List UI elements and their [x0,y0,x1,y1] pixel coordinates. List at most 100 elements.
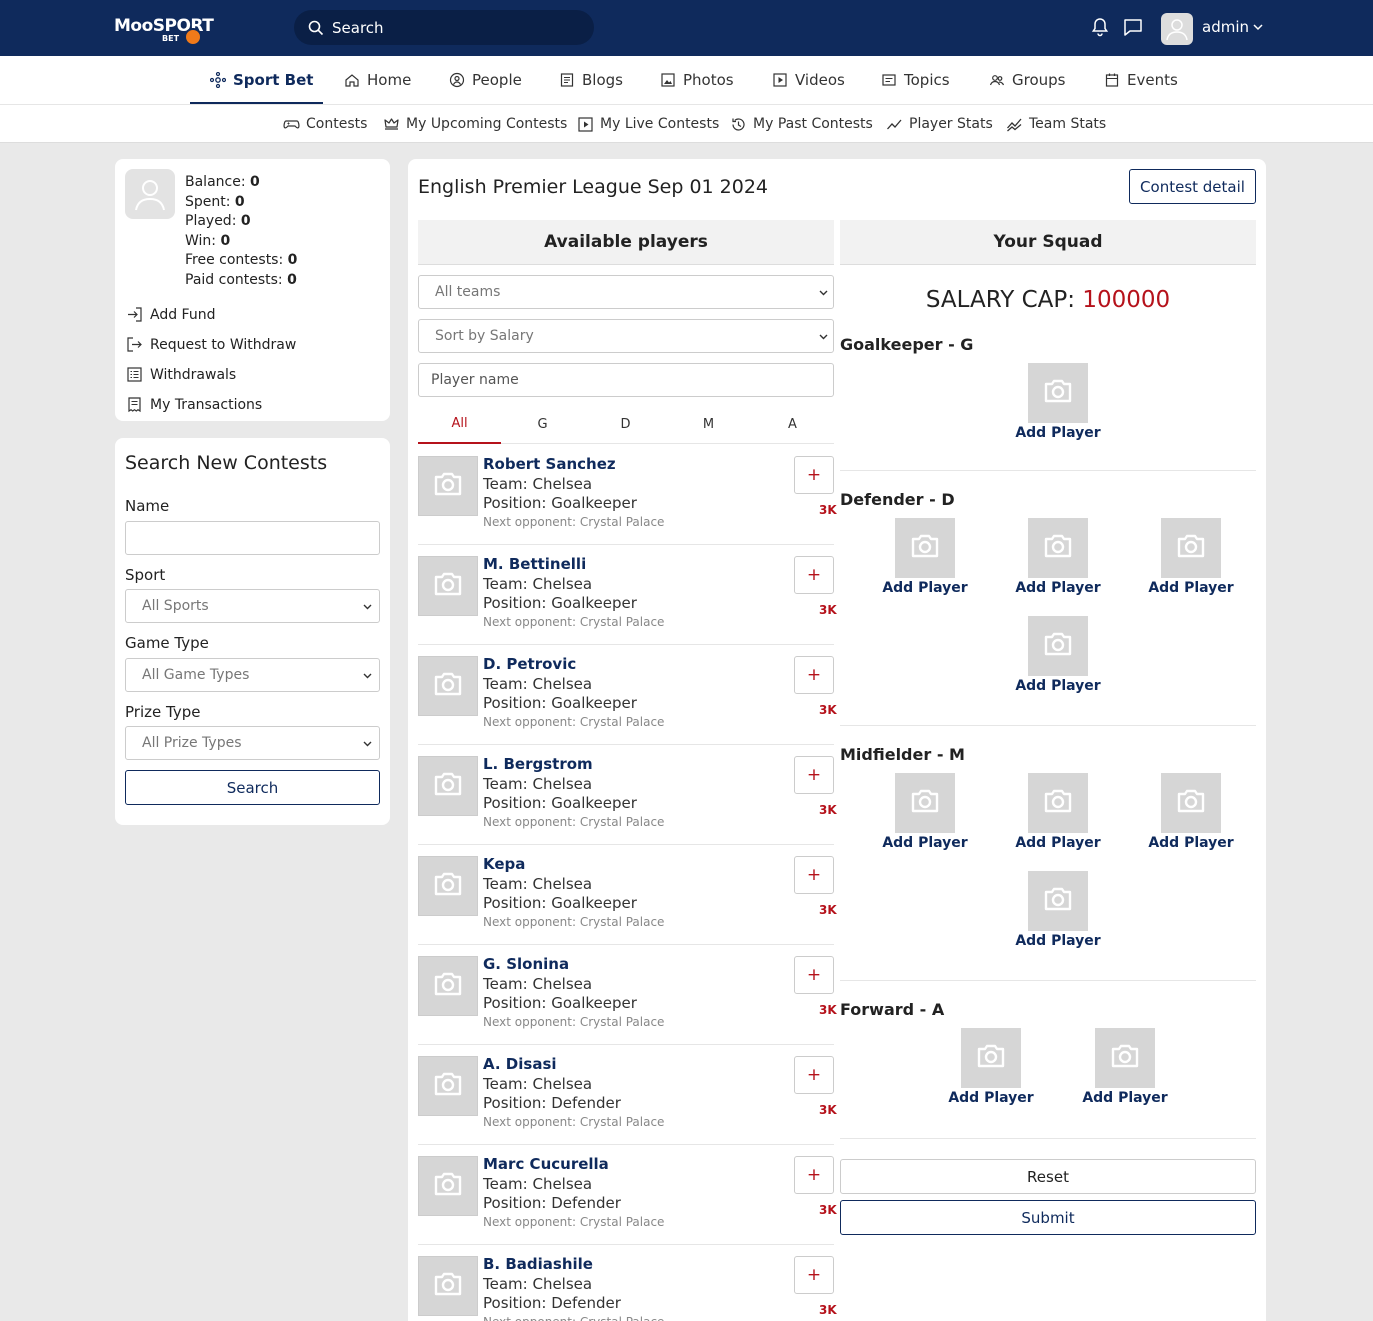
tab-all[interactable]: All [418,404,501,444]
search-button[interactable]: Search [125,770,380,805]
add-player-label[interactable]: Add Player [1148,835,1234,851]
slot-photo [1028,871,1088,931]
add-player-button[interactable]: + [794,856,834,894]
subnav-item-past-contests[interactable]: My Past Contests [730,105,873,143]
add-player-label[interactable]: Add Player [882,835,968,851]
global-search[interactable] [294,10,594,45]
bell-icon[interactable] [1089,16,1111,38]
game-type-select[interactable]: All Game Types [125,658,380,692]
squad-slot[interactable]: Add Player [1013,871,1103,951]
contest-name-field[interactable] [125,521,380,555]
add-player-button[interactable]: + [794,1256,834,1294]
add-player-button[interactable]: + [794,1156,834,1194]
subnav-item-contests[interactable]: Contests [283,105,367,143]
squad-slot[interactable]: Add Player [1013,773,1103,853]
subnav-item-live-contests[interactable]: My Live Contests [577,105,719,143]
squad-slot[interactable]: Add Player [1013,518,1103,598]
camera-icon [975,1042,1007,1074]
player-name[interactable]: M. Bettinelli [483,555,587,573]
squad-slot[interactable]: Add Player [1146,773,1236,853]
add-player-button[interactable]: + [794,556,834,594]
contest-detail-button[interactable]: Contest detail [1129,169,1256,204]
add-player-button[interactable]: + [794,956,834,994]
sport-select[interactable]: All Sports [125,589,380,623]
player-name[interactable]: Robert Sanchez [483,455,616,473]
sort-select[interactable]: Sort by Salary [418,319,834,353]
nav-item-events[interactable]: Events [1104,56,1178,104]
nav-item-home[interactable]: Home [344,56,411,104]
player-name[interactable]: Kepa [483,855,526,873]
avatar[interactable] [1161,13,1193,45]
add-player-button[interactable]: + [794,756,834,794]
nav-item-photos[interactable]: Photos [660,56,734,104]
add-player-label[interactable]: Add Player [1015,933,1101,949]
player-name[interactable]: Marc Cucurella [483,1155,609,1173]
chat-icon[interactable] [1122,16,1144,38]
user-name[interactable]: admin [1202,18,1249,36]
add-player-label[interactable]: Add Player [1148,580,1234,596]
subnav-item-team-stats[interactable]: Team Stats [1006,105,1106,143]
position-tabs: All G D M A [418,404,834,444]
add-player-label[interactable]: Add Player [1015,580,1101,596]
nav-item-sport-bet[interactable]: Sport Bet [210,56,313,104]
squad-slot[interactable]: Add Player [1080,1028,1170,1108]
add-player-label[interactable]: Add Player [1015,835,1101,851]
player-name[interactable]: D. Petrovic [483,655,577,673]
player-name[interactable]: B. Badiashile [483,1255,593,1273]
request-withdraw-link[interactable]: Request to Withdraw [126,336,296,353]
subnav-item-upcoming-contests[interactable]: My Upcoming Contests [383,105,567,143]
player-position: Position: Goalkeeper [483,794,637,812]
add-player-button[interactable]: + [794,456,834,494]
player-name[interactable]: L. Bergstrom [483,755,593,773]
withdrawals-link[interactable]: Withdrawals [126,366,236,383]
tab-attacker[interactable]: A [788,416,797,432]
nav-item-topics[interactable]: Topics [881,56,950,104]
nav-item-blogs[interactable]: Blogs [559,56,623,104]
add-player-label[interactable]: Add Player [1015,678,1101,694]
avatar[interactable] [125,169,175,219]
nav-item-videos[interactable]: Videos [772,56,845,104]
tab-goalkeeper[interactable]: G [537,416,548,432]
add-fund-link[interactable]: Add Fund [126,306,215,323]
stat-label: Balance: [185,174,246,190]
site-logo[interactable]: MooSPORT BET [114,10,218,48]
player-team: Team: Chelsea [483,875,593,893]
submit-button[interactable]: Submit [840,1200,1256,1235]
nav-item-groups[interactable]: Groups [989,56,1065,104]
add-player-button[interactable]: + [794,1056,834,1094]
player-opponent: Next opponent: Crystal Palace [483,915,665,929]
add-player-button[interactable]: + [794,656,834,694]
team-filter-select[interactable]: All teams [418,275,834,309]
add-player-label[interactable]: Add Player [948,1090,1034,1106]
prize-type-select[interactable]: All Prize Types [125,726,380,760]
player-name[interactable]: G. Slonina [483,955,570,973]
list-icon [127,367,142,382]
tab-midfielder[interactable]: M [702,416,715,432]
squad-slot[interactable]: Add Player [1013,616,1103,696]
stat-value: 0 [250,174,260,190]
tab-defender[interactable]: D [620,416,631,432]
squad-slot[interactable]: Add Player [946,1028,1036,1108]
player-name-input[interactable]: Player name [418,363,834,397]
nav-item-people[interactable]: People [449,56,522,104]
sport-label: Sport [125,566,166,584]
my-transactions-link[interactable]: My Transactions [126,396,262,413]
add-player-label[interactable]: Add Player [882,580,968,596]
subnav-item-player-stats[interactable]: Player Stats [886,105,993,143]
player-opponent: Next opponent: Crystal Palace [483,1015,665,1029]
squad-slot[interactable]: Add Player [1146,518,1236,598]
squad-group-title: Forward - A [840,1000,945,1019]
player-salary: 3K [819,703,837,717]
reset-button[interactable]: Reset [840,1159,1256,1194]
list-item: Robert Sanchez Team: Chelsea Position: Goa… [418,445,837,545]
add-player-label[interactable]: Add Player [1015,425,1101,441]
squad-slot[interactable]: Add Player [1013,363,1103,443]
add-player-label[interactable]: Add Player [1082,1090,1168,1106]
squad-slot[interactable]: Add Player [880,773,970,853]
player-name[interactable]: A. Disasi [483,1055,557,1073]
chevron-down-icon[interactable] [1252,21,1264,33]
player-team: Team: Chelsea [483,1075,593,1093]
search-input[interactable] [332,10,582,45]
subnav-label: My Upcoming Contests [406,116,568,132]
squad-slot[interactable]: Add Player [880,518,970,598]
